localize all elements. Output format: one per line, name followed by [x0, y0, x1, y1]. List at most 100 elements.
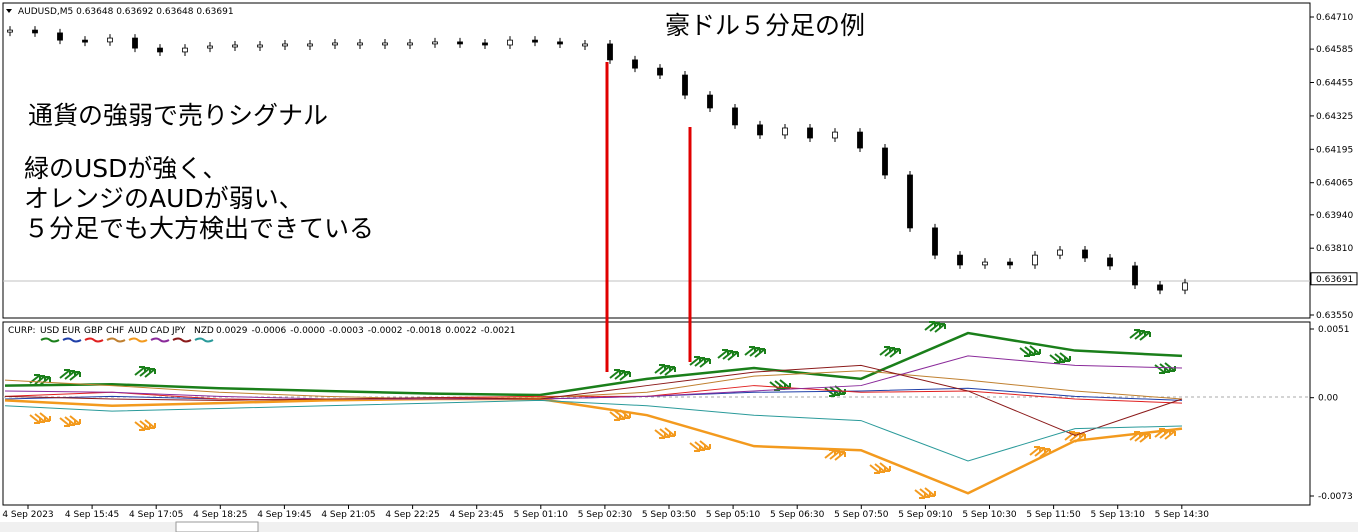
- y-tick-label: 0.63550: [1316, 311, 1353, 321]
- x-tick-label: 5 Sep 02:30: [578, 510, 633, 520]
- candle: [832, 131, 838, 139]
- y-tick-label: 0.64065: [1316, 179, 1353, 189]
- signal-arrow: [1139, 331, 1151, 341]
- signal-arrow: [664, 366, 676, 376]
- candle: [257, 44, 263, 48]
- candle: [757, 124, 763, 136]
- signal-arrow: [664, 427, 676, 437]
- candle: [582, 43, 588, 47]
- candle: [132, 37, 138, 49]
- signal-arrow: [144, 419, 156, 429]
- candle: [632, 59, 638, 69]
- signal-arrow: [69, 415, 81, 425]
- candle: [207, 45, 213, 49]
- indicator-panel: [2, 321, 1311, 506]
- signal-arrow: [889, 348, 901, 358]
- candle: [932, 227, 938, 256]
- candle: [182, 47, 188, 53]
- x-tick-label: 4 Sep 19:45: [257, 510, 311, 520]
- current-price-box: [1310, 272, 1358, 286]
- candle: [57, 32, 63, 41]
- candle: [7, 29, 13, 33]
- x-tick-label: 4 Sep 17:05: [129, 510, 183, 520]
- x-tick-label: 5 Sep 13:10: [1091, 510, 1146, 520]
- candle: [332, 42, 338, 46]
- candle: [357, 42, 363, 46]
- signal-arrow: [69, 371, 81, 381]
- y-tick-label: 0.0051: [1318, 325, 1350, 335]
- candle: [1182, 282, 1188, 291]
- candle: [807, 127, 813, 139]
- y-tick-label: 0.64710: [1316, 13, 1353, 23]
- x-tick-label: 5 Sep 07:50: [834, 510, 889, 520]
- x-tick-label: 5 Sep 14:30: [1155, 510, 1210, 520]
- candle: [307, 43, 313, 47]
- annotation: 通貨の強弱で売りシグナル: [28, 101, 328, 130]
- symbol-header: AUDUSD,M5 0.63648 0.63692 0.63648 0.6369…: [18, 7, 234, 17]
- last-value: -0.0021: [481, 326, 516, 336]
- candle: [157, 47, 163, 53]
- signal-arrow: [834, 451, 846, 461]
- candle: [557, 41, 563, 45]
- last-value: 0.0022: [445, 326, 477, 336]
- legend-entry: GBP: [84, 326, 103, 336]
- legend-swatch: [128, 337, 148, 343]
- signal-arrow: [144, 368, 156, 378]
- signal-arrow: [754, 348, 766, 358]
- signal-arrow: [934, 323, 946, 333]
- legend-swatch: [40, 337, 60, 343]
- candle: [682, 74, 688, 96]
- candle: [407, 42, 413, 46]
- candle: [982, 261, 988, 266]
- tab-bar: [0, 522, 1358, 532]
- x-tick-label: 5 Sep 06:30: [770, 510, 825, 520]
- y-tick-label: 0.00: [1318, 394, 1338, 404]
- x-tick-label: 5 Sep 10:30: [962, 510, 1017, 520]
- x-tick-label: 4 Sep 18:25: [193, 510, 247, 520]
- x-tick-label: 4 Sep 21:05: [321, 510, 375, 520]
- x-tick-label: 5 Sep 09:10: [898, 510, 953, 520]
- currency-line: [4, 355, 1183, 400]
- candle: [1007, 261, 1013, 266]
- candle: [707, 94, 713, 109]
- legend-swatch: [194, 337, 214, 343]
- candle: [1132, 265, 1138, 286]
- candle: [1082, 249, 1088, 259]
- candle: [657, 67, 663, 76]
- candle: [1157, 284, 1163, 291]
- signal-arrow: [699, 358, 711, 368]
- signal-arrow: [879, 462, 891, 472]
- price-panel: [2, 2, 1311, 319]
- menu-triangle[interactable]: [6, 9, 12, 13]
- last-value: -0.0003: [329, 326, 364, 336]
- y-tick-label: 0.64585: [1316, 45, 1353, 55]
- legend-entry: CHF: [106, 326, 124, 336]
- legend-entry: JPY: [171, 326, 186, 336]
- signal-arrow: [39, 376, 51, 386]
- annotation: ５分足でも大方検出できている: [24, 214, 374, 243]
- last-value: -0.0006: [252, 326, 287, 336]
- currency-line: [4, 397, 1183, 495]
- x-tick-label: 4 Sep 15:45: [65, 510, 119, 520]
- last-value: -0.0002: [368, 326, 403, 336]
- annotation: オレンジのAUDが弱い、: [24, 184, 304, 213]
- legend-swatch: [106, 337, 126, 343]
- last-value: -0.0000: [290, 326, 325, 336]
- currency-line: [4, 331, 1183, 397]
- candle: [507, 39, 513, 46]
- y-tick-label: 0.64195: [1316, 145, 1353, 155]
- candle: [1057, 249, 1063, 256]
- x-tick-label: 4 Sep 23:45: [450, 510, 504, 520]
- currency-line: [4, 370, 1183, 400]
- candle: [432, 41, 438, 45]
- candle: [482, 42, 488, 46]
- signal-arrow: [924, 487, 936, 497]
- current-price-label: 0.63691: [1316, 275, 1353, 285]
- legend-swatch: [150, 337, 170, 343]
- signal-arrow: [1029, 345, 1041, 355]
- last-value: -0.0018: [407, 326, 442, 336]
- currency-line: [4, 364, 1183, 436]
- tab[interactable]: [175, 521, 259, 532]
